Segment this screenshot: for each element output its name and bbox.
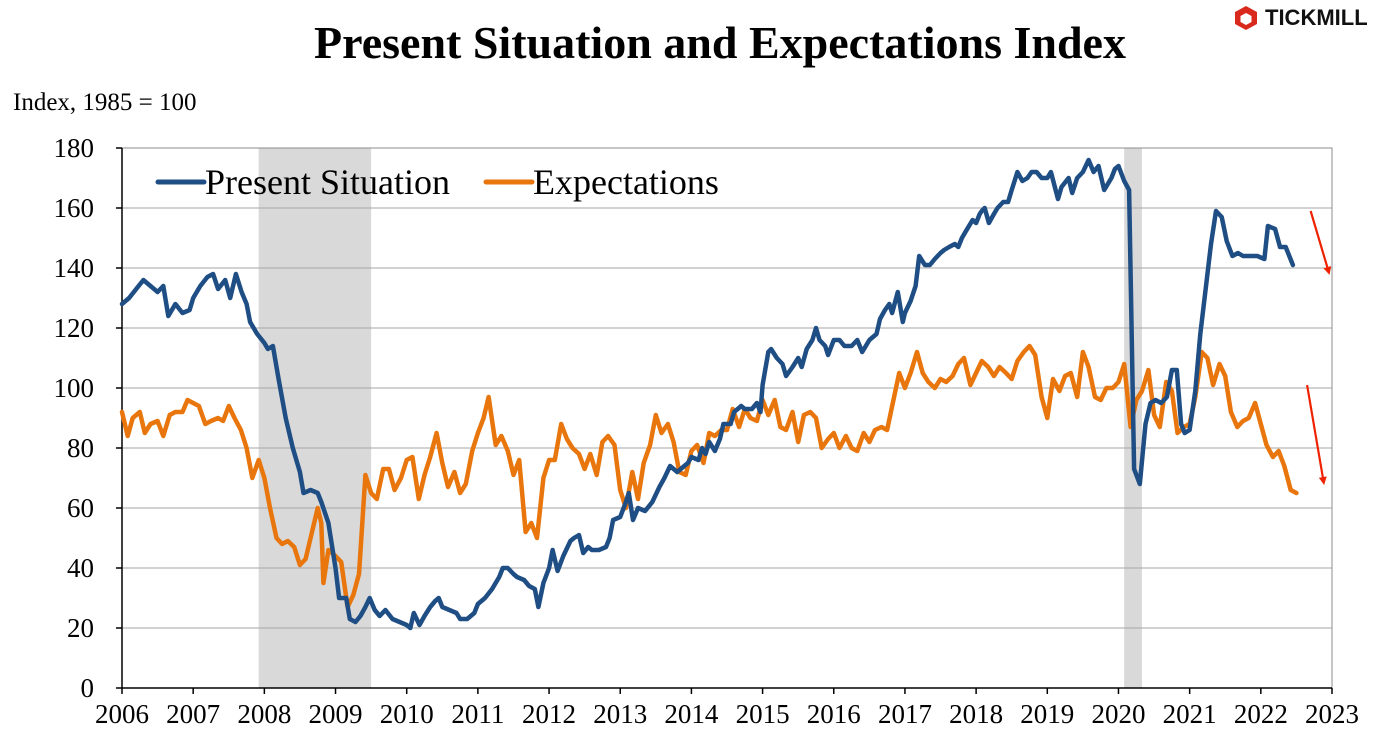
y-tick-label: 120	[54, 313, 95, 343]
y-tick-label: 20	[67, 613, 94, 643]
x-tick-label: 2012	[522, 699, 576, 729]
x-tick-label: 2020	[1091, 699, 1145, 729]
annotation-arrow-1	[1306, 384, 1327, 485]
brand-logo: TICKMILL	[1233, 2, 1368, 34]
x-tick-label: 2021	[1163, 699, 1217, 729]
y-tick-label: 140	[54, 253, 95, 283]
x-tick-label: 2019	[1020, 699, 1074, 729]
tickmill-logo-icon	[1235, 6, 1257, 30]
y-tick-label: 60	[67, 493, 94, 523]
x-tick-label: 2013	[593, 699, 647, 729]
y-tick-label: 0	[81, 673, 95, 703]
x-tick-label: 2007	[166, 699, 220, 729]
y-tick-label: 80	[67, 433, 94, 463]
x-tick-label: 2015	[736, 699, 790, 729]
x-tick-label: 2018	[949, 699, 1003, 729]
recession-shading	[258, 148, 1142, 688]
legend: Present Situation Expectations	[155, 162, 719, 202]
x-tick-label: 2014	[664, 699, 719, 729]
x-tick-label: 2023	[1305, 699, 1359, 729]
annotations	[1306, 210, 1332, 485]
y-tick-label: 180	[54, 133, 95, 163]
x-tick-label: 2022	[1234, 699, 1288, 729]
x-tick-label: 2011	[451, 699, 504, 729]
annotation-arrow-0	[1309, 210, 1332, 275]
brand-name: TICKMILL	[1265, 5, 1368, 30]
y-tick-label: 100	[54, 373, 95, 403]
y-axis-label: Index, 1985 = 100	[13, 89, 197, 116]
x-tick-label: 2016	[807, 699, 861, 729]
legend-label-1: Expectations	[533, 162, 719, 202]
recession-band-0	[258, 148, 372, 688]
x-tick-label: 2006	[95, 699, 149, 729]
chart-title: Present Situation and Expectations Index	[314, 17, 1126, 68]
series-line-present-situation	[119, 157, 1296, 631]
y-tick-label: 160	[54, 193, 95, 223]
series-lines	[119, 157, 1299, 631]
axes: 0 20 40 60 80 100 120 140 160 180 2006 2007 2008 2009…	[54, 133, 1360, 729]
x-tick-label: 2009	[309, 699, 363, 729]
y-tick-label: 40	[67, 553, 94, 583]
x-tick-label: 2010	[380, 699, 434, 729]
x-tick-label: 2017	[878, 699, 932, 729]
x-tick-label: 2008	[237, 699, 291, 729]
legend-label-0: Present Situation	[205, 162, 450, 202]
